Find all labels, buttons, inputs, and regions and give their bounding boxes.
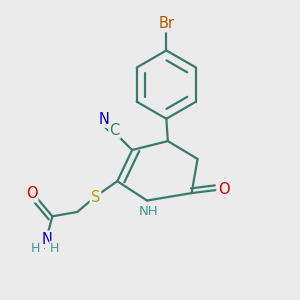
Text: NH: NH xyxy=(139,205,158,218)
Text: N: N xyxy=(42,232,53,247)
Text: S: S xyxy=(91,190,100,205)
Text: N: N xyxy=(98,112,109,127)
Text: O: O xyxy=(26,186,37,201)
Text: ·: · xyxy=(43,244,46,254)
Text: C: C xyxy=(110,123,120,138)
Text: Br: Br xyxy=(158,16,174,31)
Text: H: H xyxy=(50,242,60,255)
Text: H: H xyxy=(31,242,40,255)
Text: O: O xyxy=(218,182,230,197)
